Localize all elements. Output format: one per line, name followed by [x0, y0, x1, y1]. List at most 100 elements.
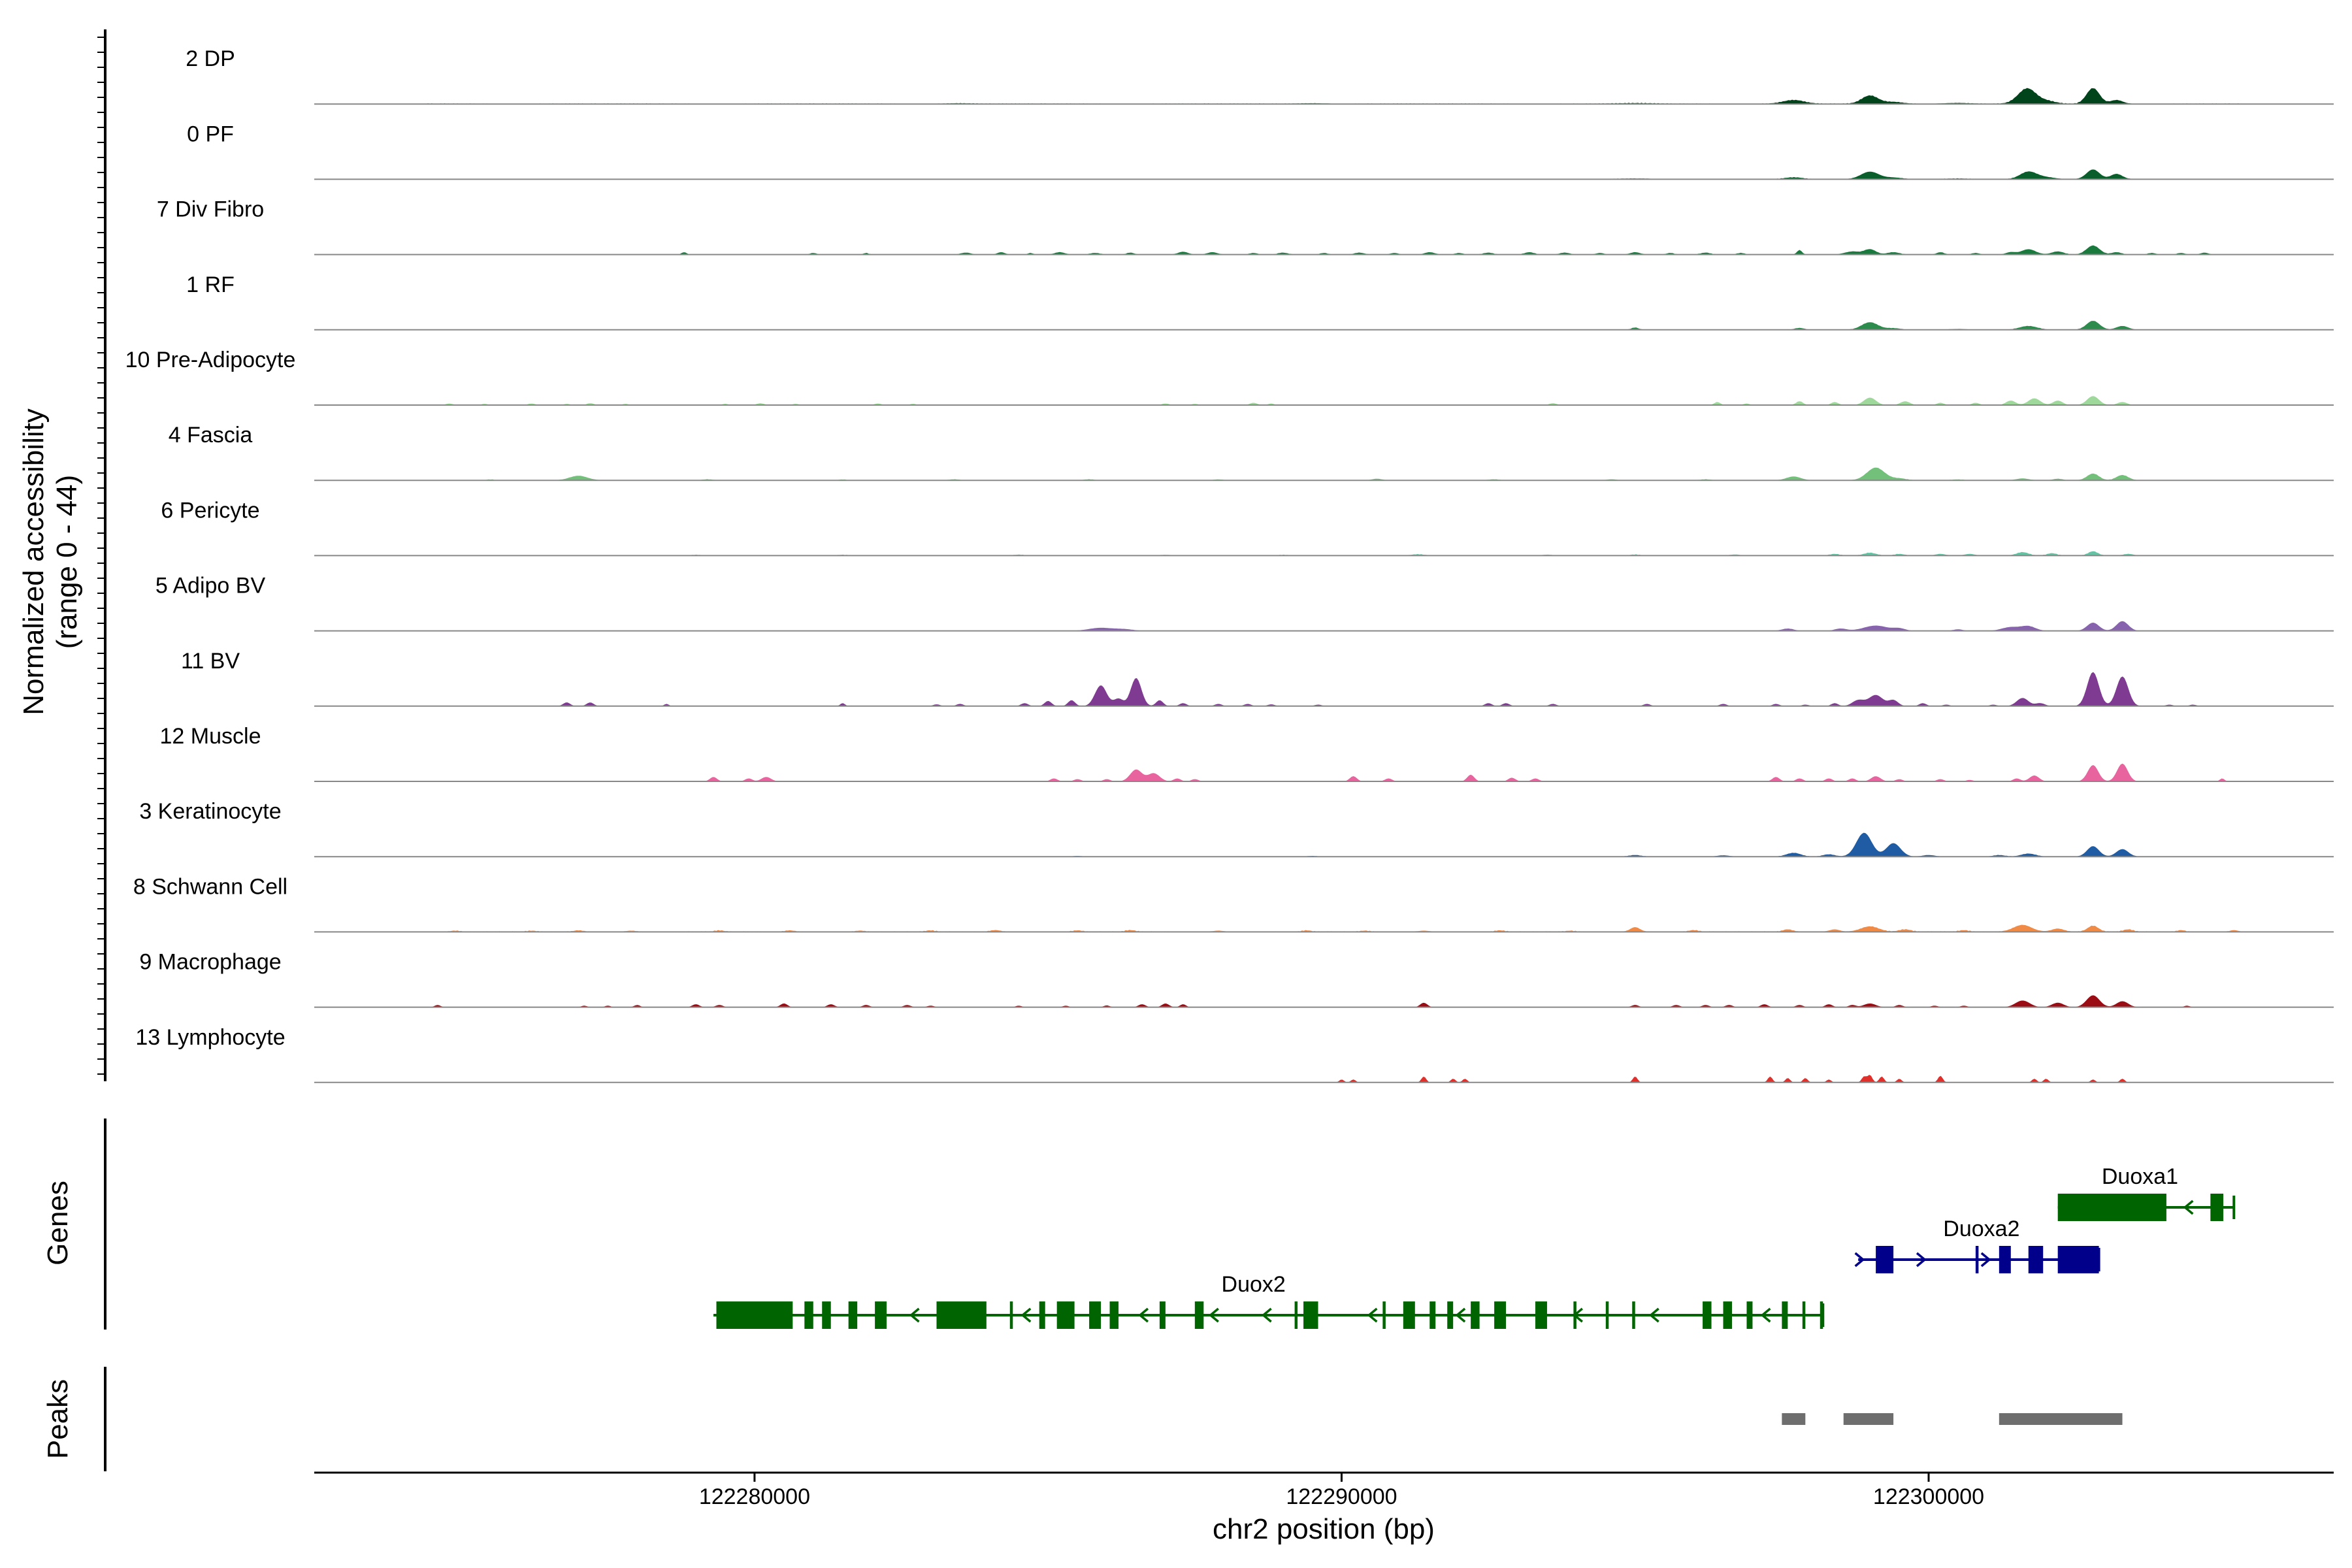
gene-exon — [1403, 1301, 1415, 1329]
gene-label: Duoxa2 — [1943, 1217, 2019, 1241]
track-label: 1 RF — [186, 272, 235, 297]
track-signal — [314, 924, 2334, 932]
track-label: 13 Lymphocyte — [135, 1025, 285, 1050]
track-label: 0 PF — [187, 122, 234, 146]
gene-exon — [1494, 1301, 1507, 1329]
peak-regions — [1782, 1413, 2123, 1425]
track-signal — [314, 321, 2334, 330]
gene-exon — [716, 1301, 793, 1329]
gene-exon — [1975, 1246, 1979, 1273]
gene-exon — [1056, 1301, 1075, 1329]
gene-exon — [2210, 1194, 2224, 1221]
strand-arrow — [1209, 1307, 1219, 1323]
track-label: 8 Schwann Cell — [133, 874, 287, 899]
track-signal — [314, 169, 2334, 180]
x-axis-ticks: 122280000 122290000 122300000 — [699, 1473, 1984, 1509]
gene-exon — [875, 1301, 887, 1329]
x-axis-label: chr2 position (bp) — [1213, 1513, 1435, 1545]
track-signal — [314, 832, 2334, 857]
gene-exon — [1632, 1301, 1635, 1329]
gene-models: Duoxa1 Duoxa2 Duox2 — [713, 1164, 2236, 1329]
gene-exon — [1429, 1301, 1436, 1329]
strand-arrow — [1261, 1307, 1272, 1323]
track-7-div-fibro: 7 Div Fibro — [157, 197, 2334, 255]
gene-exon — [1999, 1246, 2011, 1273]
track-11-bv: 11 BV — [181, 649, 2334, 707]
gene-exon — [1471, 1301, 1480, 1329]
gene-exon — [1303, 1301, 1318, 1329]
gene-exon — [1009, 1301, 1013, 1329]
gene-exon — [1294, 1301, 1298, 1329]
track-0-pf: 0 PF — [187, 122, 2334, 180]
track-signal — [314, 467, 2334, 481]
track-signal — [314, 551, 2334, 556]
track-signal — [314, 621, 2334, 631]
track-8-schwann-cell: 8 Schwann Cell — [133, 874, 2334, 933]
gene-exon — [2057, 1194, 2166, 1221]
gene-exon — [848, 1301, 858, 1329]
gene-exon — [1782, 1301, 1788, 1329]
track-label: 3 Keratinocyte — [139, 799, 281, 824]
strand-arrow — [1980, 1252, 1991, 1267]
gene-exon — [1723, 1301, 1732, 1329]
gene-exon — [1703, 1301, 1712, 1329]
gene-exon — [2057, 1246, 2099, 1273]
coverage-tracks: 2 DP 0 PF 7 Div Fibro 1 RF 10 Pre-Adipocyte 4… — [125, 46, 2334, 1083]
track-label: 11 BV — [181, 649, 240, 674]
track-13-lymphocyte: 13 Lymphocyte — [135, 1025, 2334, 1083]
gene-exon — [1746, 1301, 1753, 1329]
strand-arrow — [1916, 1252, 1927, 1267]
track-signal — [314, 995, 2334, 1007]
strand-arrow — [909, 1307, 920, 1323]
track-2-dp: 2 DP — [186, 46, 2334, 105]
strand-arrow — [2183, 1200, 2194, 1215]
gene-exon — [936, 1301, 987, 1329]
track-label: 6 Pericyte — [161, 498, 259, 523]
track-label: 9 Macrophage — [139, 950, 281, 975]
track-signal — [314, 396, 2334, 405]
track-signal — [314, 763, 2334, 781]
track-label: 12 Muscle — [160, 724, 261, 749]
track-5-adipo-bv: 5 Adipo BV — [155, 574, 2334, 632]
track-label: 7 Div Fibro — [157, 197, 264, 222]
track-10-pre-adipocyte: 10 Pre-Adipocyte — [125, 348, 2334, 406]
gene-exon — [1089, 1301, 1102, 1329]
track-12-muscle: 12 Muscle — [160, 724, 2334, 782]
strand-arrow — [1854, 1252, 1865, 1267]
gene-exon — [1605, 1301, 1609, 1329]
gene-exon — [1535, 1301, 1547, 1329]
track-label: 4 Fascia — [169, 423, 253, 448]
gene-exon — [1194, 1301, 1204, 1329]
track-signal — [314, 672, 2334, 706]
gene-exon — [1820, 1301, 1823, 1329]
gene-exon — [1159, 1301, 1166, 1329]
track-label: 5 Adipo BV — [155, 574, 266, 598]
gene-duoxa1: Duoxa1 — [2057, 1164, 2236, 1221]
x-tick-label: 122290000 — [1286, 1484, 1397, 1509]
peaks-panel-label: Peaks — [42, 1379, 74, 1459]
gene-exon — [1109, 1301, 1119, 1329]
track-4-fascia: 4 Fascia — [169, 423, 2334, 482]
x-tick-label: 122300000 — [1873, 1484, 1984, 1509]
strand-arrow — [1138, 1307, 1149, 1323]
track-label: 10 Pre-Adipocyte — [125, 348, 296, 372]
strand-arrow — [1573, 1307, 1584, 1323]
y-axis-label: Normalized accessibility — [18, 408, 50, 715]
strand-arrow — [1648, 1307, 1659, 1323]
gene-exon — [1039, 1301, 1045, 1329]
x-tick-label: 122280000 — [699, 1484, 810, 1509]
track-signal — [314, 245, 2334, 255]
strand-arrow — [1760, 1307, 1771, 1323]
gene-duoxa2: Duoxa2 — [1854, 1217, 2100, 1273]
track-3-keratinocyte: 3 Keratinocyte — [139, 799, 2334, 858]
track-signal — [314, 1075, 2334, 1083]
gene-exon — [804, 1301, 813, 1329]
track-6-pericyte: 6 Pericyte — [161, 498, 2334, 557]
peak-bar — [1999, 1413, 2123, 1425]
gene-label: Duox2 — [1222, 1272, 1286, 1297]
track-label: 2 DP — [186, 46, 235, 71]
peak-bar — [1843, 1413, 1894, 1425]
strand-arrow — [1455, 1307, 1466, 1323]
track-1-rf: 1 RF — [186, 272, 2334, 331]
